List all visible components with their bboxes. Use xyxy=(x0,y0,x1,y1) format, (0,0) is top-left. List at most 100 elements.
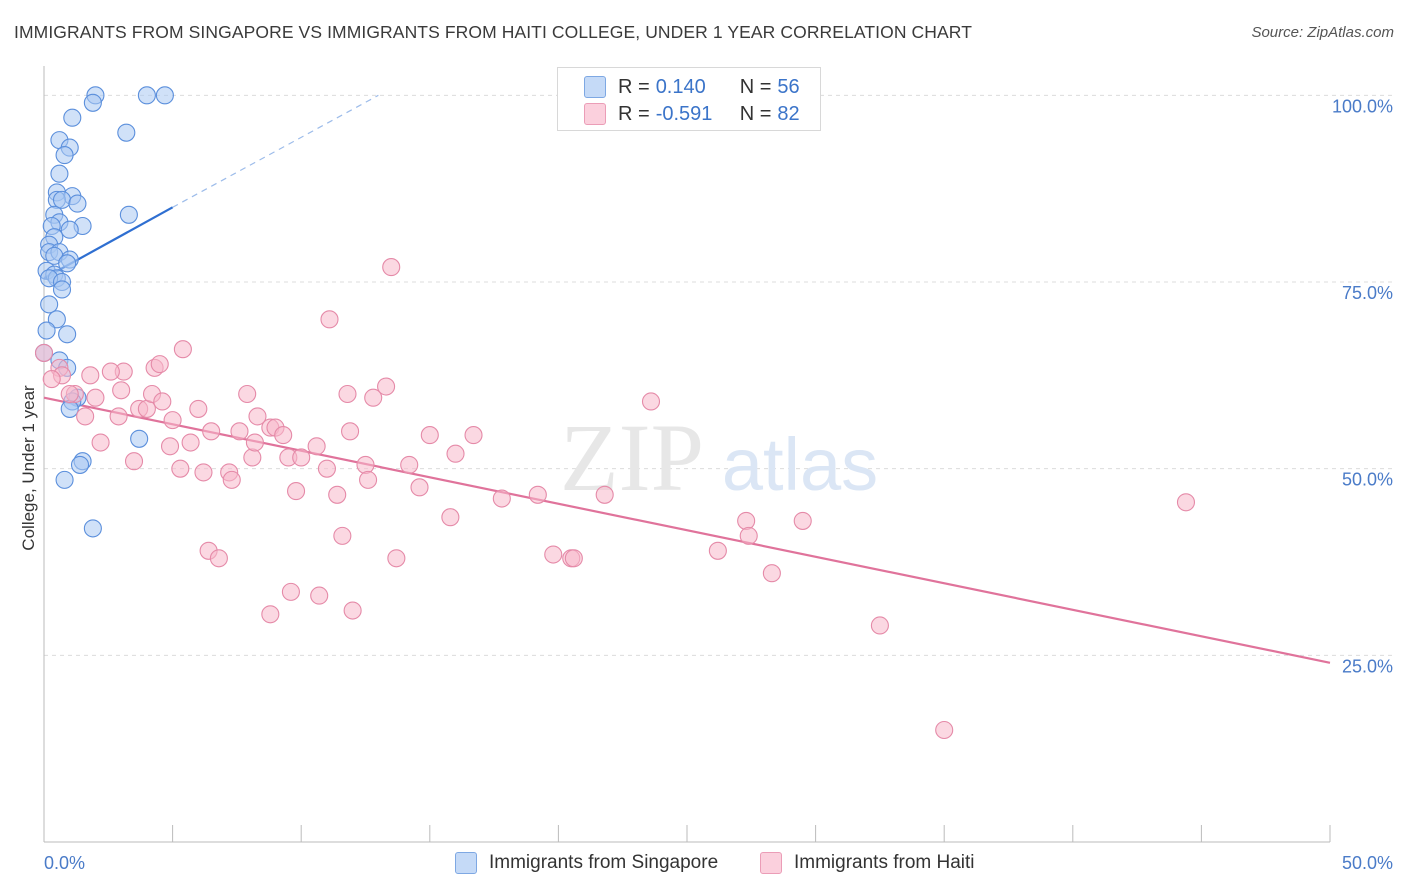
y-tick-label: 25.0% xyxy=(1342,656,1393,676)
y-axis-label: College, Under 1 year xyxy=(19,385,38,551)
point-haiti xyxy=(328,485,347,504)
point-haiti xyxy=(870,616,889,635)
point-haiti xyxy=(317,459,336,478)
grid-lines xyxy=(44,94,1392,656)
point-singapore xyxy=(58,325,77,344)
point-haiti xyxy=(76,407,95,426)
point-haiti xyxy=(222,470,241,489)
point-haiti xyxy=(86,388,105,407)
data-points xyxy=(34,86,1196,740)
y-tick-label: 100.0% xyxy=(1332,96,1393,116)
point-haiti xyxy=(400,455,419,474)
y-tick-label: 75.0% xyxy=(1342,283,1393,303)
point-haiti xyxy=(181,433,200,452)
point-haiti xyxy=(245,433,264,452)
point-haiti xyxy=(528,485,547,504)
point-haiti xyxy=(564,549,583,568)
point-singapore xyxy=(130,429,149,448)
point-singapore xyxy=(137,86,156,105)
point-singapore xyxy=(83,93,102,112)
point-singapore xyxy=(37,321,56,340)
point-haiti xyxy=(194,463,213,482)
axes xyxy=(43,66,1331,843)
point-haiti xyxy=(230,422,249,441)
point-haiti xyxy=(320,310,339,329)
point-haiti xyxy=(382,258,401,277)
point-singapore xyxy=(52,190,72,209)
point-haiti xyxy=(410,478,429,497)
point-haiti xyxy=(274,426,293,445)
bottom-legend: Immigrants from Singapore Immigrants fro… xyxy=(0,852,1406,876)
point-haiti xyxy=(935,720,954,740)
point-haiti xyxy=(109,407,128,426)
point-haiti xyxy=(163,411,182,430)
point-haiti xyxy=(150,355,169,374)
legend-row-haiti: R = -0.591 N = 82 xyxy=(584,101,800,127)
point-singapore xyxy=(55,146,74,165)
point-singapore xyxy=(40,295,59,314)
point-haiti xyxy=(356,455,375,474)
point-haiti xyxy=(189,399,208,418)
trend-lines xyxy=(43,94,1331,664)
chart-title: IMMIGRANTS FROM SINGAPORE VS IMMIGRANTS … xyxy=(14,22,972,42)
point-haiti xyxy=(338,384,357,404)
axis-labels: 25.0% 50.0% 75.0% 100.0% 0.0% 50.0% College, U… xyxy=(19,96,1393,873)
point-singapore xyxy=(50,164,69,183)
point-haiti xyxy=(60,384,79,404)
bottom-legend-singapore: Immigrants from Singapore xyxy=(455,852,718,874)
legend-r-value: 0.140 xyxy=(655,75,706,98)
legend-n-value: 56 xyxy=(777,75,800,98)
legend-r-value: -0.591 xyxy=(655,102,713,125)
point-singapore xyxy=(52,280,72,299)
point-haiti xyxy=(42,370,61,389)
point-haiti xyxy=(81,366,100,385)
y-tick-label: 50.0% xyxy=(1342,470,1393,490)
point-haiti xyxy=(124,452,144,471)
x-tick-label-min: 0.0% xyxy=(44,853,85,873)
point-haiti xyxy=(292,448,311,467)
point-haiti xyxy=(261,605,280,624)
point-haiti xyxy=(238,384,257,404)
point-haiti xyxy=(101,362,120,381)
point-haiti xyxy=(595,485,614,504)
point-singapore xyxy=(63,108,82,127)
point-singapore xyxy=(70,455,90,474)
point-haiti xyxy=(544,545,563,564)
point-haiti xyxy=(739,526,758,545)
series-singapore xyxy=(34,86,174,538)
point-haiti xyxy=(153,392,172,411)
point-haiti xyxy=(243,448,262,467)
point-haiti xyxy=(387,549,406,568)
point-haiti xyxy=(737,511,756,530)
watermark-zip: ZIP xyxy=(560,404,704,511)
bottom-legend-label-singapore: Immigrants from Singapore xyxy=(489,852,719,873)
point-singapore xyxy=(119,205,138,224)
legend-r-label: R = xyxy=(618,102,650,125)
watermark-atlas: atlas xyxy=(722,423,878,506)
point-singapore xyxy=(58,254,77,273)
point-singapore xyxy=(83,519,102,538)
legend-r-label: R = xyxy=(618,75,650,98)
point-singapore xyxy=(47,310,66,329)
point-haiti xyxy=(160,437,180,456)
point-singapore xyxy=(68,194,87,213)
point-haiti xyxy=(708,541,727,560)
point-singapore xyxy=(155,86,174,105)
trend-line-singapore-extension xyxy=(172,94,379,208)
point-singapore xyxy=(55,470,74,489)
legend: R = 0.140 N = 56 R = -0.591 N = 82 xyxy=(557,67,821,131)
point-haiti xyxy=(202,422,221,441)
bottom-legend-haiti: Immigrants from Haiti xyxy=(760,852,975,874)
point-haiti xyxy=(310,586,329,605)
point-haiti xyxy=(209,549,228,568)
point-haiti xyxy=(281,582,300,601)
legend-n-value: 82 xyxy=(777,102,800,125)
point-haiti xyxy=(333,526,352,545)
point-haiti xyxy=(377,377,396,396)
point-haiti xyxy=(492,489,511,508)
watermark: ZIP atlas xyxy=(560,404,878,511)
point-haiti xyxy=(248,407,267,426)
bottom-legend-swatch-singapore xyxy=(455,852,477,874)
point-haiti xyxy=(34,343,54,362)
point-haiti xyxy=(1176,493,1196,512)
